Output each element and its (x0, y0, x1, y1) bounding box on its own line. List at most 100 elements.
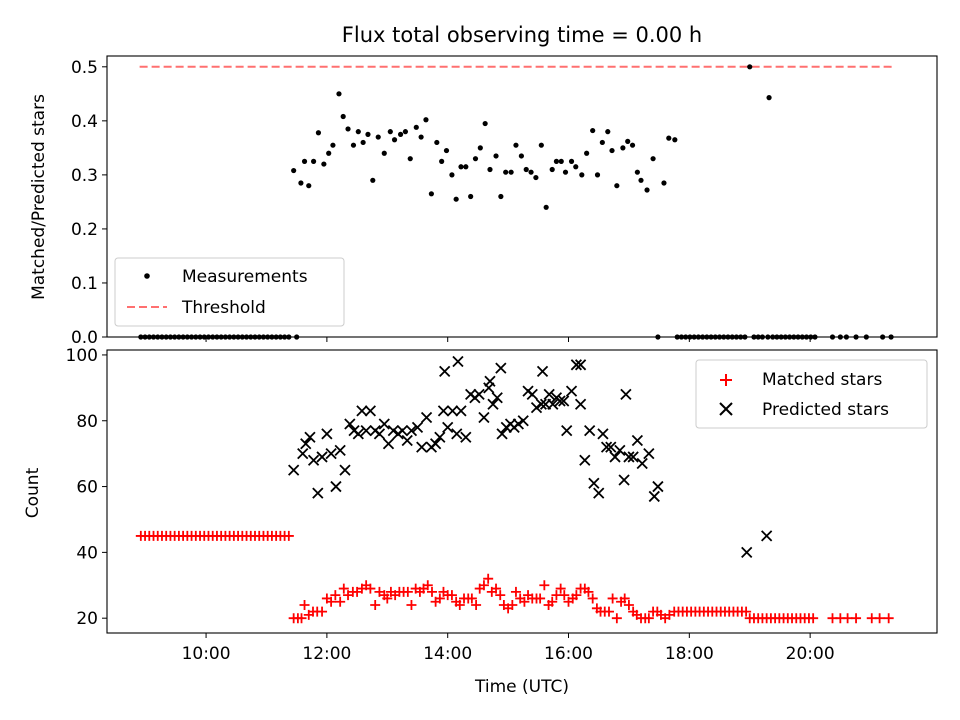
predicted-star-point (618, 474, 630, 486)
measurement-point (449, 172, 455, 178)
legend-predicted-marker (719, 402, 733, 416)
measurement-point (549, 166, 555, 173)
predicted-star-point (614, 444, 626, 457)
matched-star-point (406, 600, 417, 611)
matched-star-point (619, 593, 630, 604)
measurement-point (487, 166, 493, 173)
bottom-x-tick-label: 20:00 (786, 644, 835, 664)
measurement-point (508, 169, 514, 175)
measurement-point (594, 172, 601, 178)
measurement-point (413, 124, 419, 130)
matched-star-point (491, 583, 502, 594)
measurement-point (350, 142, 357, 148)
measurement-point (629, 142, 636, 148)
predicted-star-point (631, 434, 644, 447)
measurement-point (387, 129, 393, 135)
predicted-star-point (597, 428, 609, 440)
matched-star-point (883, 613, 894, 624)
matched-star-point (422, 580, 433, 591)
bottom-x-axis-label: Time (UTC) (474, 677, 569, 697)
matched-star-point (335, 596, 346, 607)
predicted-star-point (558, 395, 570, 407)
matched-star-point (842, 613, 853, 624)
predicted-star-point (526, 388, 538, 401)
predicted-star-point (439, 365, 451, 378)
predicted-star-point (600, 441, 613, 453)
matched-star-point (382, 593, 393, 604)
matched-star-point (471, 600, 482, 611)
measurement-point (330, 142, 336, 148)
matched-star-point (426, 586, 437, 597)
predicted-star-point (484, 375, 496, 387)
measurement-point (345, 126, 351, 132)
predicted-star-point (643, 448, 655, 460)
predicted-star-point (446, 405, 459, 417)
predicted-star-point (570, 359, 583, 371)
matched-star-point (611, 613, 622, 624)
predicted-star-point (487, 398, 499, 410)
matched-star-point (623, 600, 634, 611)
predicted-star-point (297, 448, 309, 460)
predicted-star-point (473, 388, 485, 401)
predicted-star-point (416, 441, 428, 453)
matched-star-point (643, 613, 654, 624)
matched-star-point (851, 613, 862, 624)
measurement-point (397, 131, 404, 137)
bottom-x-tick-label: 10:00 (182, 644, 231, 664)
predicted-star-point (478, 411, 490, 424)
matched-star-point (402, 586, 413, 597)
predicted-star-point (325, 448, 337, 460)
measurement-point (301, 158, 308, 164)
predicted-star-point (312, 487, 324, 499)
predicted-star-point (455, 405, 467, 417)
predicted-star-point (378, 418, 390, 430)
matched-star-point (535, 593, 546, 604)
measurement-point (625, 138, 631, 144)
measurement-point (558, 158, 564, 164)
bottom-plot-area (135, 355, 894, 624)
measurement-point (370, 177, 376, 183)
predicted-star-point (396, 424, 409, 437)
matched-star-point (808, 613, 819, 624)
predicted-star-point (554, 395, 566, 407)
bottom-y-tick-label: 40 (76, 543, 98, 563)
measurement-point (614, 183, 620, 189)
top-panel: Flux total observing time = 0.00 h Match… (29, 23, 938, 348)
measurement-point (579, 172, 585, 178)
predicted-star-point (452, 355, 464, 368)
predicted-star-point (401, 434, 413, 447)
measurement-point (381, 150, 387, 156)
matched-star-point (547, 596, 558, 607)
predicted-star-point (536, 365, 549, 378)
bottom-legend-box (695, 359, 928, 429)
measurement-point (747, 64, 753, 70)
top-axes-frame (106, 55, 938, 338)
measurement-point (553, 158, 560, 164)
legend-measurements-label: Measurements (182, 267, 308, 287)
bottom-x-ticks: 10:00 12:00 14:00 16:00 18:00 20:00 (182, 633, 835, 664)
measurement-point (538, 142, 544, 148)
measurement-point (609, 147, 615, 154)
predicted-star-point (495, 362, 507, 374)
measurement-point (634, 169, 640, 175)
predicted-star-point (609, 451, 621, 463)
measurement-point (439, 158, 445, 164)
predicted-star-point (434, 431, 446, 443)
bottom-y-tick-label: 20 (76, 609, 98, 629)
measurement-point (310, 158, 317, 164)
measurement-point (605, 129, 611, 135)
predicted-star-point (627, 451, 639, 463)
measurement-point (518, 153, 524, 159)
predicted-star-point (382, 438, 395, 450)
matched-star-point (296, 613, 307, 624)
measurement-point (407, 156, 413, 162)
measurement-point (644, 187, 650, 193)
predicted-star-point (652, 480, 664, 493)
bottom-x-tick-label: 14:00 (423, 644, 472, 664)
predicted-star-point (356, 405, 368, 417)
measurement-point (562, 169, 569, 175)
matched-star-point (317, 606, 328, 617)
predicted-star-point (429, 438, 442, 450)
top-y-ticks: 0.0 0.1 0.2 0.3 0.4 0.5 (71, 58, 107, 348)
top-y-tick-label: 0.2 (71, 220, 98, 240)
